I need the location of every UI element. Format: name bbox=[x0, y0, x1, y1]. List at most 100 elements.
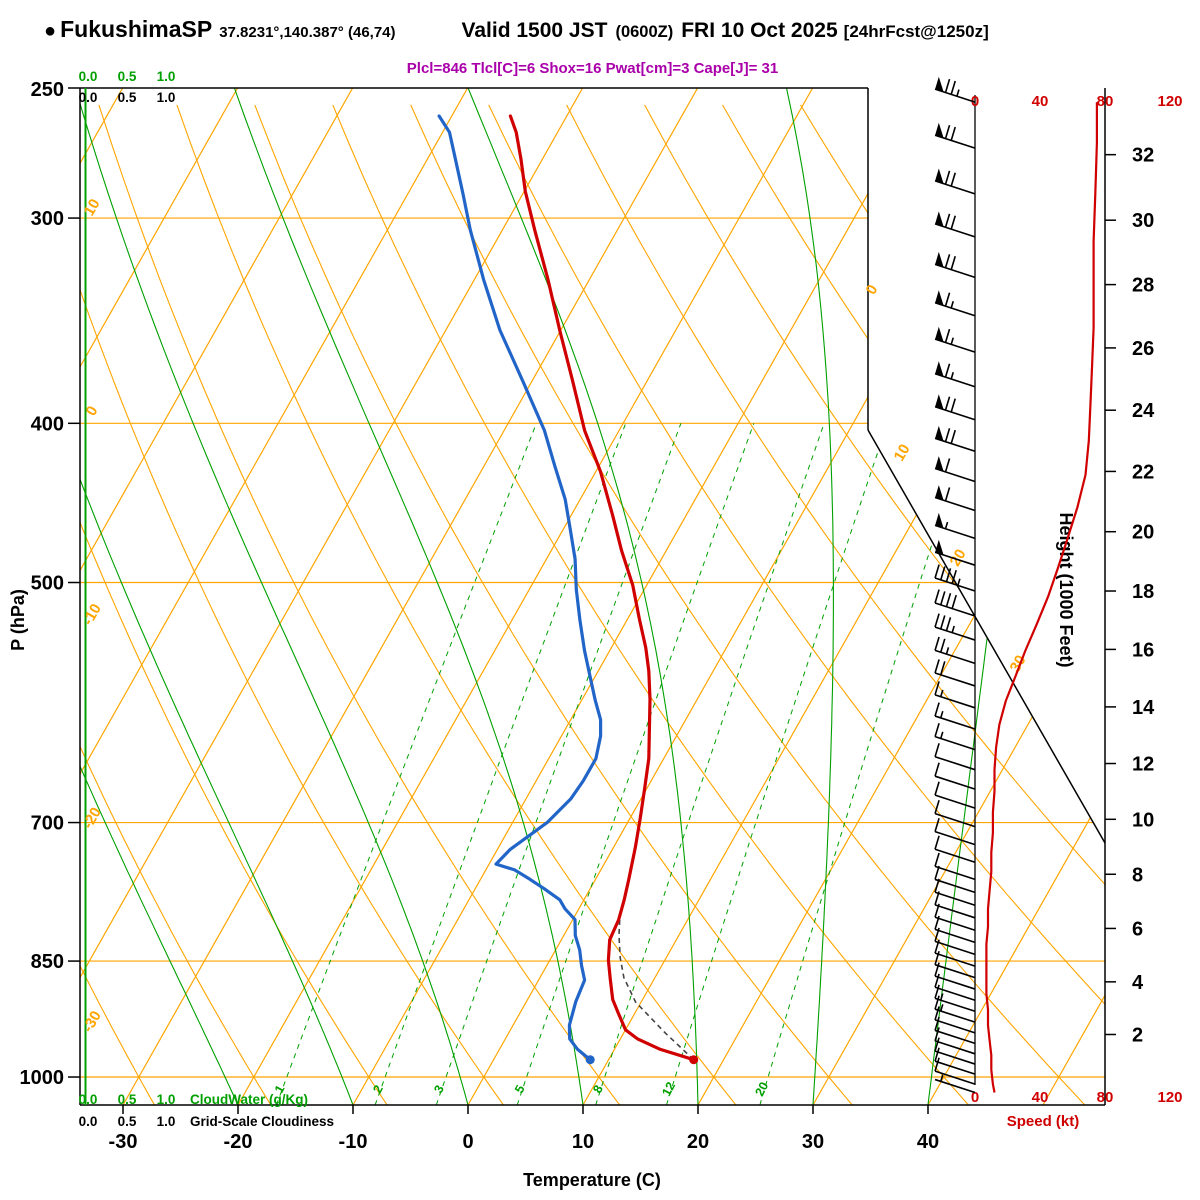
wind-barb-staff bbox=[934, 672, 976, 687]
speed-tick-label-top: 80 bbox=[1097, 93, 1114, 110]
wind-barb-feather bbox=[944, 458, 951, 473]
wind-barb-staff bbox=[934, 338, 976, 353]
temperature-tick-label: 20 bbox=[687, 1131, 709, 1153]
wind-barb-feather bbox=[934, 878, 940, 893]
wind-barb-halffeather bbox=[939, 1074, 944, 1082]
valid-date: FRI 10 Oct 2025 bbox=[681, 19, 838, 42]
wind-barb-feather bbox=[934, 613, 940, 628]
surface-dewpoint-dot bbox=[585, 1055, 595, 1065]
wind-barb-feather bbox=[950, 215, 957, 230]
grid-layer bbox=[80, 88, 1105, 1105]
cloudwater-scale-top: 0.0 bbox=[79, 69, 98, 84]
temperature-tick-label: 30 bbox=[802, 1131, 824, 1153]
moist-adiabat-line bbox=[785, 88, 834, 1105]
isotherm-line bbox=[80, 88, 354, 1105]
mixing-ratio-label: 12 bbox=[659, 1080, 678, 1099]
wind-barb-staff bbox=[934, 496, 976, 512]
wind-barb-staff bbox=[934, 975, 976, 990]
mixing-ratio-line bbox=[666, 423, 888, 1105]
wind-barb-feather bbox=[951, 569, 957, 584]
plot-border bbox=[867, 429, 1106, 844]
wind-barb-feather bbox=[950, 80, 957, 95]
pressure-axis-title: P (hPa) bbox=[8, 589, 28, 651]
height-tick-label: 8 bbox=[1132, 864, 1143, 886]
wind-barb-pennant bbox=[935, 76, 944, 92]
wind-barb-feather bbox=[939, 566, 946, 581]
temperature-tick-label: -10 bbox=[339, 1131, 368, 1153]
wind-barb-staff bbox=[934, 735, 976, 751]
wind-barb-pennant bbox=[935, 122, 944, 138]
cloudwater-scale-bottom: 1.0 bbox=[157, 1092, 176, 1107]
station-coords: 37.8231°,140.387° (46,74) bbox=[219, 24, 396, 41]
dry-adiabat-line bbox=[644, 104, 1105, 1105]
height-tick-label: 20 bbox=[1132, 522, 1154, 544]
mixing-ratio-line bbox=[435, 423, 682, 1105]
moist-adiabat-line bbox=[80, 88, 239, 1105]
wind-barb-feather bbox=[934, 927, 940, 942]
cloudiness-scale-bottom: 0.5 bbox=[118, 1114, 137, 1129]
titlebar: ● FukushimaSP 37.8231°,140.387° (46,74) … bbox=[44, 16, 989, 43]
wind-barb-staff bbox=[934, 1078, 976, 1094]
speed-axis-title: Speed (kt) bbox=[1007, 1113, 1080, 1130]
height-tick-label: 12 bbox=[1132, 754, 1154, 776]
wind-barb-feather bbox=[934, 762, 940, 777]
wind-barb-feather bbox=[934, 589, 940, 604]
cloudiness-scale-bottom: 0.0 bbox=[79, 1114, 98, 1129]
temperature-tick-label: 0 bbox=[462, 1131, 473, 1153]
wind-barb-staff bbox=[934, 952, 976, 967]
wind-barb-pennant bbox=[935, 485, 944, 501]
wind-barb-staff bbox=[934, 812, 976, 828]
isotherm-label-right: 30 bbox=[1007, 652, 1030, 675]
wind-barb-staff bbox=[934, 649, 976, 665]
wind-barb-halffeather bbox=[951, 625, 955, 633]
wind-barb-feather bbox=[934, 973, 940, 988]
wind-barb-staff bbox=[934, 1070, 976, 1085]
wind-barb-feather bbox=[934, 1037, 940, 1052]
wind-barb-staff bbox=[934, 794, 976, 809]
mixing-ratio-line bbox=[275, 423, 537, 1105]
wind-barb-staff bbox=[934, 891, 976, 906]
isotherm-line bbox=[80, 88, 239, 1105]
temperature-tick-label: 10 bbox=[572, 1131, 594, 1153]
pressure-tick-label: 700 bbox=[31, 813, 64, 835]
wind-barb-staff bbox=[934, 904, 976, 919]
wind-barb-feather bbox=[934, 1016, 940, 1031]
isotherm-label-right: 0 bbox=[863, 282, 882, 298]
cloudwater-scale-bottom: 0.0 bbox=[79, 1092, 98, 1107]
wind-barb-staff bbox=[934, 830, 976, 846]
wind-barb-halffeather bbox=[939, 731, 944, 739]
wind-barb-halffeather bbox=[950, 301, 955, 309]
wind-barb-feather bbox=[944, 328, 951, 343]
wind-barb-feather bbox=[950, 126, 957, 141]
height-tick-label: 28 bbox=[1132, 275, 1154, 297]
temperature-axis-title: Temperature (C) bbox=[523, 1170, 661, 1190]
height-tick-label: 22 bbox=[1132, 461, 1154, 483]
wind-barb-feather bbox=[950, 429, 957, 444]
dry-adiabat-line bbox=[877, 104, 1105, 1105]
wind-barb-feather bbox=[944, 124, 951, 139]
wind-speed-curve bbox=[985, 102, 1099, 1093]
wind-barb-staff bbox=[934, 848, 976, 863]
wind-barb-halffeather bbox=[939, 993, 944, 1001]
wind-barb-staff bbox=[934, 1008, 976, 1023]
pressure-tick-label: 850 bbox=[31, 951, 64, 973]
wind-barb-staff bbox=[934, 88, 976, 103]
isotherm-line bbox=[122, 88, 699, 1105]
wind-barb-feather bbox=[945, 593, 952, 607]
wind-barb-feather bbox=[934, 659, 940, 674]
wind-barb-feather bbox=[934, 781, 940, 796]
wind-barb-halffeather bbox=[956, 89, 960, 97]
isotherm-label-left: -30 bbox=[79, 1008, 105, 1035]
wind-barb-halffeather bbox=[939, 689, 944, 697]
wind-barb-pennant bbox=[935, 539, 944, 555]
mixing-ratio-line bbox=[759, 423, 972, 1105]
wind-barb-staff bbox=[934, 301, 976, 317]
wind-barb-feather bbox=[945, 617, 952, 632]
wind-barb-feather bbox=[944, 396, 951, 411]
wind-barb-staff bbox=[934, 1029, 976, 1045]
dry-adiabat-line bbox=[566, 104, 1105, 1105]
mixing-ratio-line bbox=[595, 423, 825, 1105]
pressure-tick-label: 500 bbox=[31, 573, 64, 595]
forecast-tag: [24hrFcst@1250z] bbox=[843, 22, 989, 41]
